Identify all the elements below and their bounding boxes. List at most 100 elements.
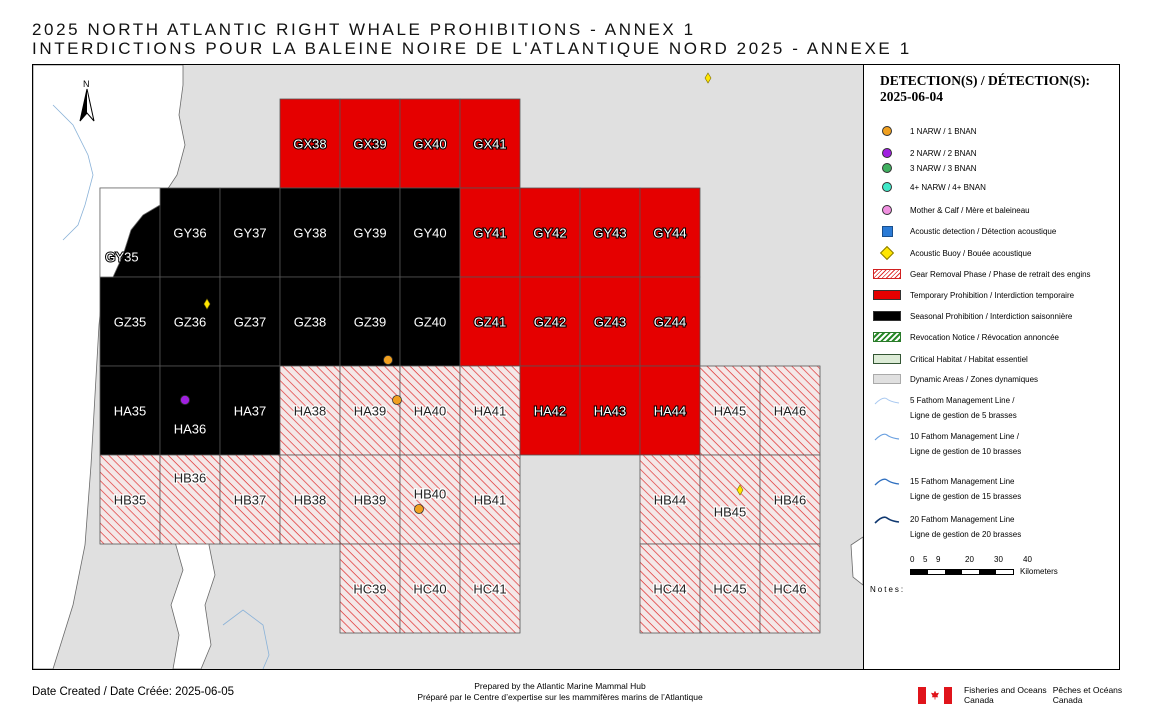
north-arrow: N: [79, 79, 95, 122]
grid-cell-ha39[interactable]: [339, 365, 401, 456]
scale-tick-label: 0: [910, 555, 915, 564]
grid-cell-ha36[interactable]: [159, 365, 221, 456]
grid-cell-gy39[interactable]: [339, 187, 401, 278]
grid-label-hb35: HB35: [114, 493, 147, 508]
grid-label-hb40: HB40: [414, 487, 447, 502]
grid-label-gz40: GZ40: [414, 315, 447, 330]
legend-label: 3 NARW / 3 BNAN: [910, 163, 977, 173]
grid-cell-hc46[interactable]: [759, 543, 821, 634]
grid-cell-gz37[interactable]: [219, 276, 281, 367]
grid-label-ha46: HA46: [774, 404, 807, 419]
grid-label-gz44: GZ44: [654, 315, 687, 330]
legend-fathom-line-1: 5 Fathom Management Line /: [872, 392, 1015, 408]
grid-label-gz42: GZ42: [534, 315, 567, 330]
legend-symbol-fill-lightgreen-icon: [872, 351, 902, 367]
grid-cell-ha43[interactable]: [579, 365, 641, 456]
grid-cell-ha41[interactable]: [459, 365, 521, 456]
grid-cell-ha37[interactable]: [219, 365, 281, 456]
grid-label-gz39: GZ39: [354, 315, 387, 330]
grid-cell-hc41[interactable]: [459, 543, 521, 634]
acoustic-buoy-marker-gz36[interactable]: [203, 298, 211, 310]
grid-cell-gy40[interactable]: [399, 187, 461, 278]
grid-cell-gy38[interactable]: [279, 187, 341, 278]
grid-cell-gz43[interactable]: [579, 276, 641, 367]
grid-cell-ha44[interactable]: [639, 365, 701, 456]
grid-label-gx40: GX40: [413, 137, 446, 152]
acoustic-buoy-marker-hb45[interactable]: [736, 484, 744, 496]
grid-cell-hb37[interactable]: [219, 454, 281, 545]
legend-label: 20 Fathom Management Line: [910, 514, 1015, 524]
grid-label-ha41: HA41: [474, 404, 507, 419]
acoustic-buoy-marker-gx45[interactable]: [704, 72, 712, 84]
grid-label-hc45: HC45: [713, 582, 746, 597]
legend-label: Dynamic Areas / Zones dynamiques: [910, 374, 1039, 384]
map-title: 2025 NORTH ATLANTIC RIGHT WHALE PROHIBIT…: [32, 20, 912, 58]
grid-cell-gy41[interactable]: [459, 187, 521, 278]
legend-fathom-line-3: 15 Fathom Management Line: [872, 473, 1015, 489]
grid-label-gx41: GX41: [473, 137, 506, 152]
legend-item-dot-purple: 2 NARW / 2 BNAN: [872, 145, 977, 161]
grid-cell-ha46[interactable]: [759, 365, 821, 456]
detection-marker-hb40[interactable]: [414, 504, 424, 514]
grid-label-gz35: GZ35: [114, 315, 147, 330]
grid-label-gy37: GY37: [233, 226, 266, 241]
grid-label-gy39: GY39: [353, 226, 386, 241]
map-canvas[interactable]: GX38 GX39 GX40 GX41 GY35 GY36 GY37 GY38 GY39 GY40…: [33, 65, 863, 669]
grid-label-gy41: GY41: [473, 226, 506, 241]
fathom-line-icon: [872, 428, 902, 444]
date-created: Date Created / Date Créée: 2025-06-05: [32, 686, 235, 698]
fathom-line-icon: [872, 473, 902, 489]
grid-cell-ha42[interactable]: [519, 365, 581, 456]
grid-cell-hc39[interactable]: [339, 543, 401, 634]
grid-cell-hb41[interactable]: [459, 454, 521, 545]
scale-tick-label: 9: [936, 555, 941, 564]
legend-label: 4+ NARW / 4+ BNAN: [910, 182, 986, 192]
grid-cell-ha45[interactable]: [699, 365, 761, 456]
grid-cell-gx41[interactable]: [459, 98, 521, 189]
notes-label: Notes:: [870, 585, 906, 594]
grid-cell-gz44[interactable]: [639, 276, 701, 367]
legend-title-line1: DETECTION(S) / DÉTECTION(S):: [880, 73, 1091, 88]
grid-cell-gx38[interactable]: [279, 98, 341, 189]
grid-cell-hb35[interactable]: [99, 454, 161, 545]
grid-cell-ha38[interactable]: [279, 365, 341, 456]
scale-tick-label: 30: [994, 555, 1003, 564]
legend-item-fill-gray: Dynamic Areas / Zones dynamiques: [872, 371, 1038, 387]
legend-label: 1 NARW / 1 BNAN: [910, 126, 977, 136]
legend-label: Seasonal Prohibition / Interdiction sais…: [910, 311, 1073, 321]
grid-label-gx39: GX39: [353, 137, 386, 152]
map-panel[interactable]: GX38 GX39 GX40 GX41 GY35 GY36 GY37 GY38 GY39 GY40…: [32, 64, 864, 670]
grid-label-hb36: HB36: [174, 471, 207, 486]
detection-marker-ha36[interactable]: [180, 395, 190, 405]
grid-label-gz36: GZ36: [174, 315, 207, 330]
marker-layer: [180, 72, 744, 514]
detection-marker-ha40[interactable]: [392, 395, 402, 405]
grid-cell-hb36[interactable]: [159, 454, 221, 545]
legend-fathom-line-4: 20 Fathom Management Line: [872, 511, 1015, 527]
grid-cell-gz41[interactable]: [459, 276, 521, 367]
legend-item-fill-black: Seasonal Prohibition / Interdiction sais…: [872, 308, 1072, 324]
grid-cell-gy37[interactable]: [219, 187, 281, 278]
legend-symbol-dot-purple-icon: [872, 145, 902, 161]
grid-cell-ha40[interactable]: [399, 365, 461, 456]
grid-label-ha38: HA38: [294, 404, 327, 419]
detection-marker-gz39[interactable]: [383, 355, 393, 365]
grid-cell-gy42[interactable]: [519, 187, 581, 278]
grid-cell-hc45[interactable]: [699, 543, 761, 634]
grid-cell-hb45[interactable]: [699, 454, 761, 545]
legend-label: 2 NARW / 2 BNAN: [910, 148, 977, 158]
grid-cell-gz38[interactable]: [279, 276, 341, 367]
grid-cell-gz42[interactable]: [519, 276, 581, 367]
legend-item-fill-red: Temporary Prohibition / Interdiction tem…: [872, 287, 1074, 303]
grid-label-gy36: GY36: [173, 226, 206, 241]
legend-symbol-square-blue-icon: [872, 223, 902, 239]
grid-cell-gy43[interactable]: [579, 187, 641, 278]
grid-cell-hc40[interactable]: [399, 543, 461, 634]
grid-cell-gy44[interactable]: [639, 187, 701, 278]
grid-label-gy40: GY40: [413, 226, 446, 241]
legend-label: Acoustic detection / Détection acoustiqu…: [910, 226, 1057, 236]
legend-symbol-dot-cyan-icon: [872, 179, 902, 195]
title-french: INTERDICTIONS POUR LA BALEINE NOIRE DE L…: [32, 39, 912, 58]
grid-cell-hc44[interactable]: [639, 543, 701, 634]
grid-cell-ha35[interactable]: [99, 365, 161, 456]
